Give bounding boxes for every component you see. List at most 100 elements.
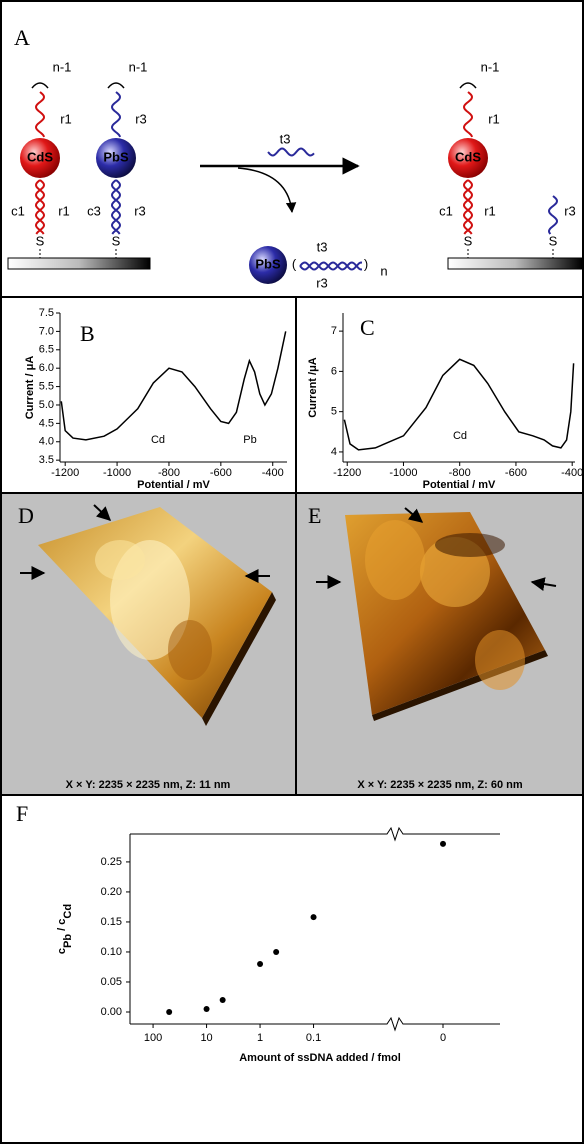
y-tick-label: 7 — [331, 325, 337, 337]
y-axis-label-part: Pb — [62, 934, 74, 948]
afm-feature — [475, 630, 525, 690]
diagram-label: S — [112, 233, 121, 248]
strand — [110, 179, 122, 235]
y-tick-label: 0.25 — [101, 856, 122, 868]
x-tick-label: 1 — [257, 1032, 263, 1044]
panel-label: E — [308, 503, 321, 528]
x-tick-label: -800 — [449, 467, 471, 479]
y-tick-label: 5 — [331, 406, 337, 418]
diagram-label: PbS — [255, 256, 281, 271]
y-tick-label: 4.5 — [39, 417, 54, 429]
y-tick-label: 0.10 — [101, 946, 122, 958]
strand — [547, 195, 559, 235]
strand — [462, 179, 474, 235]
point — [310, 914, 317, 921]
y-tick-label: 0.00 — [101, 1006, 122, 1018]
diagram-label: ( — [292, 256, 297, 271]
x-tick-label: -1000 — [103, 467, 131, 479]
panel-label: C — [360, 315, 375, 340]
x-tick-label: 0.1 — [306, 1032, 321, 1044]
y-axis-label: Current / μA — [24, 356, 36, 420]
arrow — [93, 504, 112, 521]
diagram-label: r1 — [58, 203, 70, 218]
afm-feature — [95, 540, 145, 580]
point — [440, 840, 446, 847]
diagram-label: n-1 — [53, 59, 72, 74]
point — [219, 996, 226, 1003]
diagram-label: t3 — [317, 239, 328, 254]
x-tick-label: -1200 — [51, 467, 79, 479]
x-tick-label: 100 — [144, 1032, 162, 1044]
panel-label: D — [18, 503, 34, 528]
nanoparticle — [96, 138, 136, 178]
y-tick-label: 7.5 — [39, 307, 54, 319]
image-caption: X × Y: 2235 × 2235 nm, Z: 60 nm — [357, 779, 523, 791]
y-tick-label: 6.5 — [39, 344, 54, 356]
strand — [110, 179, 122, 235]
diagram-label: CdS — [27, 149, 53, 164]
afm-side — [202, 592, 276, 726]
diagram-label: PbS — [103, 149, 129, 164]
line — [60, 331, 287, 441]
cap — [107, 82, 125, 89]
strand — [34, 91, 46, 138]
diagram-label: S — [549, 233, 558, 248]
nanoparticle — [249, 246, 287, 284]
annotation: Pb — [243, 434, 256, 446]
y-tick-label: 3.5 — [39, 454, 54, 466]
x-axis-label: Amount of ssDNA added / fmol — [239, 1052, 401, 1064]
image-caption: X × Y: 2235 × 2235 nm, Z: 11 nm — [66, 779, 231, 791]
y-tick-label: 5.0 — [39, 399, 54, 411]
diagram-label: c1 — [11, 203, 25, 218]
strand — [462, 91, 474, 138]
point — [257, 960, 264, 967]
diagram-label: n-1 — [129, 59, 148, 74]
panel-label: B — [80, 321, 95, 346]
x-tick-label: 0 — [440, 1032, 446, 1044]
diagram-label: n-1 — [481, 59, 500, 74]
y-axis-label-part: Cd — [62, 904, 74, 919]
annotation: Cd — [453, 430, 467, 442]
x-axis — [130, 1016, 500, 1032]
y-tick-label: 5.5 — [39, 380, 54, 392]
diagram-label: S — [36, 233, 45, 248]
y-axis-label-part: c — [56, 948, 68, 954]
point — [166, 1008, 173, 1015]
diagram-label: S — [464, 233, 473, 248]
y-tick-label: 6.0 — [39, 362, 54, 374]
annotation: Cd — [151, 434, 165, 446]
y-tick-label: 0.20 — [101, 886, 122, 898]
afm-feature — [168, 620, 212, 680]
cap — [31, 82, 49, 89]
strand — [462, 179, 474, 235]
panel-label: F — [16, 801, 28, 826]
top-axis — [130, 826, 500, 842]
afm-feature — [435, 533, 505, 557]
x-axis-label: Potential / mV — [137, 479, 210, 491]
y-axis-label: Current /μA — [307, 357, 319, 418]
gold-surface — [7, 257, 151, 270]
diagram-label: CdS — [455, 149, 481, 164]
y-axis-label-part: / c — [56, 919, 68, 934]
diagram-label: r1 — [60, 111, 72, 126]
panel-label: A — [14, 25, 30, 50]
strand — [34, 179, 46, 235]
y-tick-label: 7.0 — [39, 325, 54, 337]
point — [273, 948, 280, 955]
line — [343, 358, 575, 451]
diagram-label: c3 — [87, 203, 101, 218]
diagram-label: r3 — [134, 203, 146, 218]
cap — [459, 82, 477, 89]
strand — [299, 261, 363, 271]
nanoparticle — [20, 138, 60, 178]
y-tick-label: 0.05 — [101, 976, 122, 988]
release-arrow — [237, 167, 297, 214]
diagram-label: r1 — [488, 111, 500, 126]
y-tick-label: 4 — [331, 446, 337, 458]
x-tick-label: 10 — [200, 1032, 212, 1044]
diagram-label: n — [380, 263, 387, 278]
x-tick-label: -1000 — [389, 467, 417, 479]
